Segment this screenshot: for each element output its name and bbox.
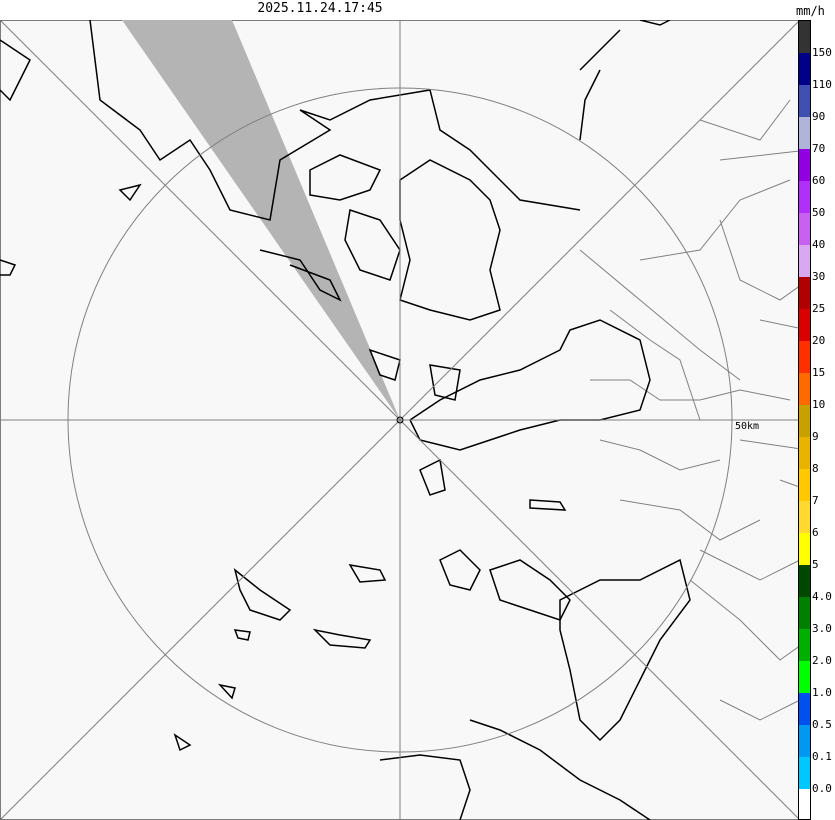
legend-label: 30 [812,270,826,283]
legend-swatch [799,693,810,725]
legend-swatch [799,789,810,819]
legend-label: 25 [812,302,826,315]
legend-swatch [799,149,810,181]
legend-swatch [799,661,810,693]
legend-label: 0.0 [812,782,832,795]
legend-label: 7 [812,494,819,507]
legend-label: 10 [812,398,826,411]
legend-swatch [799,469,810,501]
legend-label: 110 [812,78,832,91]
legend-swatch [799,565,810,597]
timestamp-title: 2025.11.24.17:45 [257,1,383,16]
legend-swatch [799,725,810,757]
legend-swatch [799,21,810,53]
legend-swatch [799,245,810,277]
legend-swatch [799,117,810,149]
legend-swatch [799,309,810,341]
legend-unit: mm/h [796,4,825,18]
legend-swatch [799,533,810,565]
legend-label: 9 [812,430,819,443]
blocked-sector [122,20,400,420]
legend-label: 3.0 [812,622,832,635]
legend-label: 8 [812,462,819,475]
legend-label: 15 [812,366,826,379]
legend-swatch [799,341,810,373]
legend-label: 0.1 [812,750,832,763]
legend-label: 60 [812,174,826,187]
legend-swatch [799,181,810,213]
legend-swatch [799,437,810,469]
legend-swatch [799,405,810,437]
admin-borders [579,99,808,721]
legend-swatch [799,85,810,117]
color-legend-bar [798,20,811,820]
range-ring-label: 50km [735,421,760,432]
legend-swatch [799,757,810,789]
legend-label: 50 [812,206,826,219]
legend-swatch [799,597,810,629]
range-grid [0,20,808,820]
coastline [0,20,691,820]
legend-swatch [799,373,810,405]
legend-label: 40 [812,238,826,251]
legend-label: 4.0 [812,590,832,603]
radar-map[interactable] [0,20,808,820]
legend-label: 150 [812,46,832,59]
legend-swatch [799,277,810,309]
legend-swatch [799,213,810,245]
legend-label: 90 [812,110,826,123]
legend-swatch [799,501,810,533]
legend-label: 5 [812,558,819,571]
legend-label: 0.5 [812,718,832,731]
legend-label: 2.0 [812,654,832,667]
legend-swatch [799,629,810,661]
legend-label: 20 [812,334,826,347]
legend-label: 70 [812,142,826,155]
legend-label: 6 [812,526,819,539]
radar-site-marker [396,416,404,424]
legend-swatch [799,53,810,85]
legend-label: 1.0 [812,686,832,699]
